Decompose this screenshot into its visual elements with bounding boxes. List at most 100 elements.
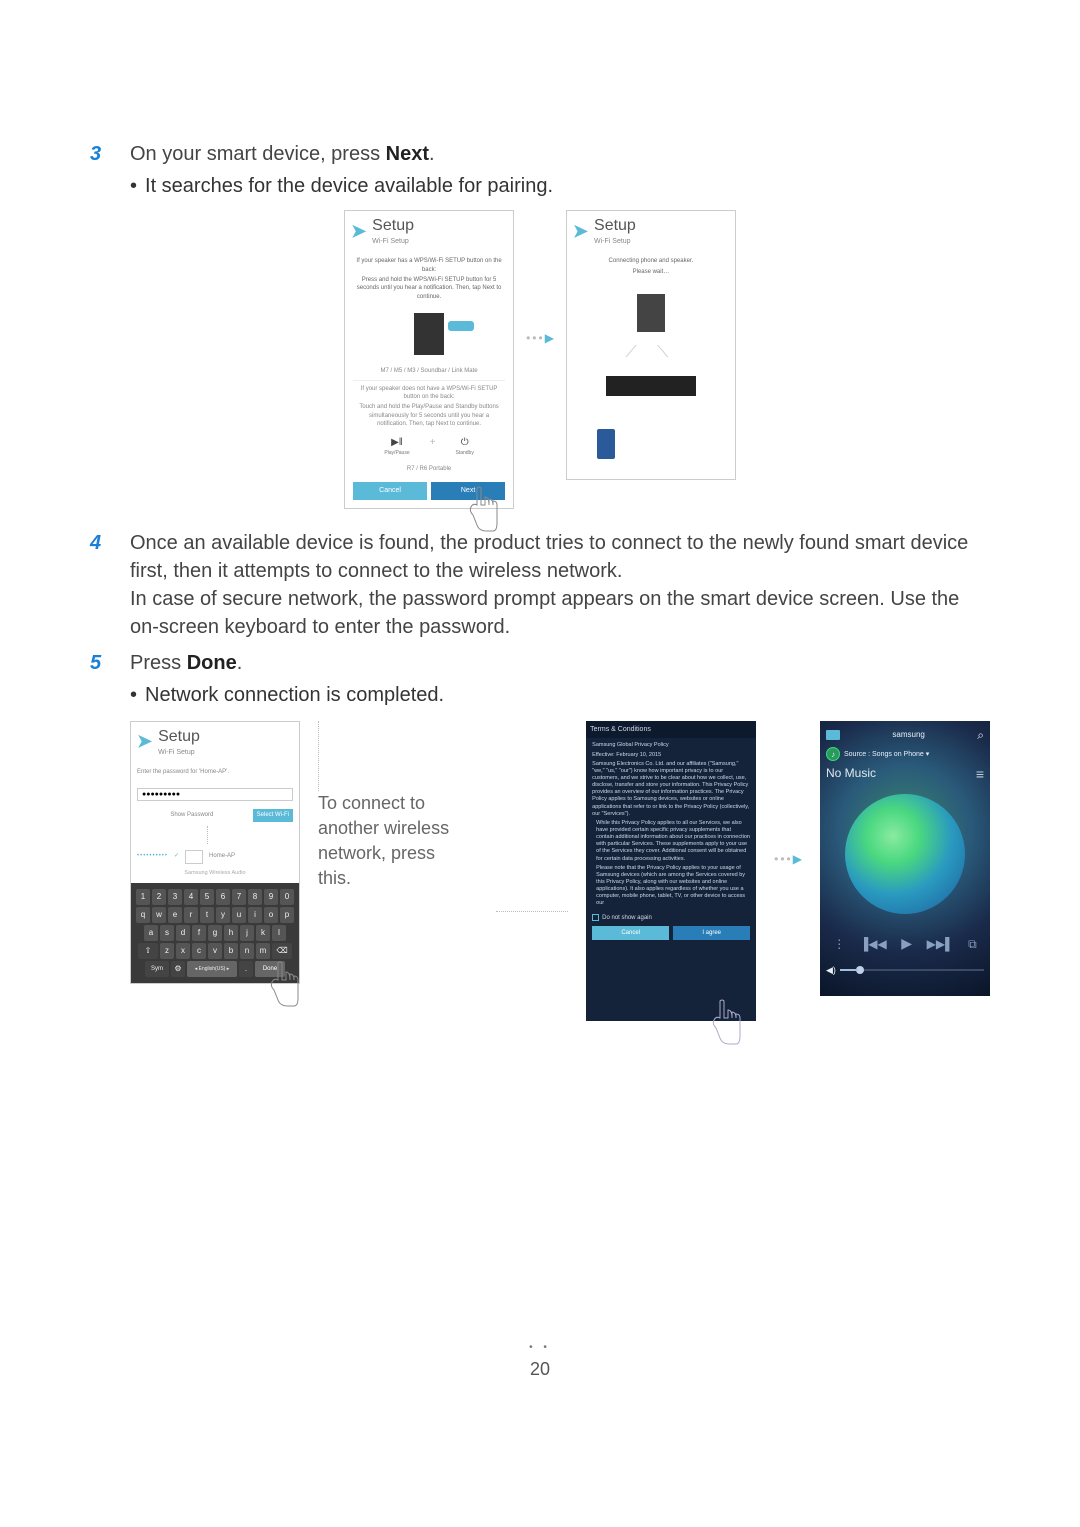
annotation-block: To connect to another wireless network, … [318, 721, 478, 892]
power-row: ▶ǁPlay/Pause + ⏻Standby [353, 436, 505, 457]
key-s[interactable]: s [160, 925, 174, 941]
back-arrow-icon[interactable]: ➤ [351, 219, 366, 244]
key-b[interactable]: b [224, 943, 238, 959]
key-u[interactable]: u [232, 907, 246, 923]
done-key[interactable]: Done [255, 961, 285, 977]
key-1[interactable]: 1 [136, 889, 150, 905]
key-d[interactable]: d [176, 925, 190, 941]
bullet-text: It searches for the device available for… [145, 172, 553, 200]
lang-key[interactable]: ◂ English(US) ▸ [187, 961, 237, 977]
step-number-4: 4 [90, 529, 130, 641]
kb-row-3: asdfghjkl [135, 925, 295, 941]
key-0[interactable]: 0 [280, 889, 294, 905]
key-w[interactable]: w [152, 907, 166, 923]
tb1: Samsung Electronics Co. Ltd. and our aff… [592, 761, 750, 818]
ap-name: Home-AP [209, 852, 235, 860]
kb-body: Enter the password for 'Home-AP'. Show P… [131, 762, 299, 883]
dotted-connector [496, 911, 568, 912]
terms-cancel-button[interactable]: Cancel [592, 926, 669, 940]
step-number-5: 5 [90, 649, 130, 709]
key-a[interactable]: a [144, 925, 158, 941]
key-2[interactable]: 2 [152, 889, 166, 905]
step-body: On your smart device, press Next. It sea… [130, 140, 990, 200]
key-x[interactable]: x [176, 943, 190, 959]
search-icon[interactable]: ⌕ [977, 727, 984, 744]
backspace-key[interactable]: ⌫ [272, 943, 292, 959]
step4-line1: Once an available device is found, the p… [130, 529, 990, 585]
next-button[interactable]: Next [431, 482, 505, 500]
sym-key[interactable]: Sym [145, 961, 169, 977]
step5-bullet: Network connection is completed. [130, 681, 990, 709]
vol-icon: ◀) [826, 964, 836, 977]
dns-checkbox[interactable] [592, 914, 599, 921]
terms-phone: Terms & Conditions Samsung Global Privac… [586, 721, 756, 1021]
key-m[interactable]: m [256, 943, 270, 959]
key-5[interactable]: 5 [200, 889, 214, 905]
s3: . [237, 652, 243, 674]
loading-dots: •••••••••• [137, 852, 168, 860]
key-7[interactable]: 7 [232, 889, 246, 905]
hamburger-icon[interactable]: ≡ [976, 765, 984, 785]
music-top: samsung ⌕ [826, 727, 984, 744]
volume-slider[interactable] [840, 969, 984, 971]
key-j[interactable]: j [240, 925, 254, 941]
back-arrow-icon[interactable]: ➤ [573, 219, 588, 244]
period-key[interactable]: . [239, 961, 253, 977]
terms-agree-button[interactable]: I agree [673, 926, 750, 940]
p2: Press and hold the WPS/Wi-Fi SETUP butto… [353, 276, 505, 301]
page-number: 20 [90, 1357, 990, 1382]
check-icon: ✓ [174, 852, 179, 860]
play-button[interactable]: ▶ [901, 934, 912, 954]
next-button[interactable]: ▶▶▌ [927, 936, 954, 953]
key-e[interactable]: e [168, 907, 182, 923]
setup-header-2: ➤ Setup Wi-Fi Setup [567, 211, 735, 251]
key-9[interactable]: 9 [264, 889, 278, 905]
key-c[interactable]: c [192, 943, 206, 959]
phone-row-2: ➤ Setup Wi-Fi Setup Enter the password f… [130, 721, 990, 1021]
key-k[interactable]: k [256, 925, 270, 941]
source-circle-icon: ♪ [826, 747, 840, 761]
music-source[interactable]: ♪ Source : Songs on Phone ▾ [826, 747, 984, 761]
step-number: 3 [90, 140, 130, 200]
key-n[interactable]: n [240, 943, 254, 959]
key-q[interactable]: q [136, 907, 150, 923]
key-4[interactable]: 4 [184, 889, 198, 905]
key-6[interactable]: 6 [216, 889, 230, 905]
key-h[interactable]: h [224, 925, 238, 941]
key-p[interactable]: p [280, 907, 294, 923]
show-password-label[interactable]: Show Password [137, 809, 247, 821]
key-r[interactable]: r [184, 907, 198, 923]
p4: Touch and hold the Play/Pause and Standb… [353, 403, 505, 428]
select-wifi-button[interactable]: Select Wi-Fi [253, 809, 293, 821]
step4-line2: In case of secure network, the password … [130, 585, 990, 641]
key-g[interactable]: g [208, 925, 222, 941]
menu-icon[interactable]: ⋮ [833, 936, 845, 953]
gear-key[interactable]: ⚙ [171, 961, 185, 977]
cancel-button[interactable]: Cancel [353, 482, 427, 500]
speaker-icon[interactable] [826, 730, 840, 740]
key-8[interactable]: 8 [248, 889, 262, 905]
key-l[interactable]: l [272, 925, 286, 941]
speaker-image [414, 313, 444, 355]
key-o[interactable]: o [264, 907, 278, 923]
key-y[interactable]: y [216, 907, 230, 923]
phone-row-1: ➤ Setup Wi-Fi Setup If your speaker has … [90, 210, 990, 509]
setup-title: Setup [372, 215, 414, 237]
shift-key[interactable]: ⇧ [138, 943, 158, 959]
setup-buttons: Cancel Next [353, 482, 505, 500]
prev-button[interactable]: ▐◀◀ [860, 936, 887, 953]
key-3[interactable]: 3 [168, 889, 182, 905]
output-icon[interactable]: ⧉ [968, 936, 977, 953]
password-input[interactable] [137, 788, 293, 801]
back-arrow-icon[interactable]: ➤ [137, 729, 152, 754]
key-f[interactable]: f [192, 925, 206, 941]
th1: Samsung Global Privacy Policy [592, 742, 750, 749]
kb-row-4: ⇧ zxcvbnm ⌫ [135, 943, 295, 959]
step3-text: On your smart device, press Next. [130, 143, 435, 165]
key-t[interactable]: t [200, 907, 214, 923]
brand-text: Samsung Wireless Audio [137, 870, 293, 878]
key-v[interactable]: v [208, 943, 222, 959]
key-z[interactable]: z [160, 943, 174, 959]
setup-title-3: Setup [158, 726, 200, 748]
key-i[interactable]: i [248, 907, 262, 923]
